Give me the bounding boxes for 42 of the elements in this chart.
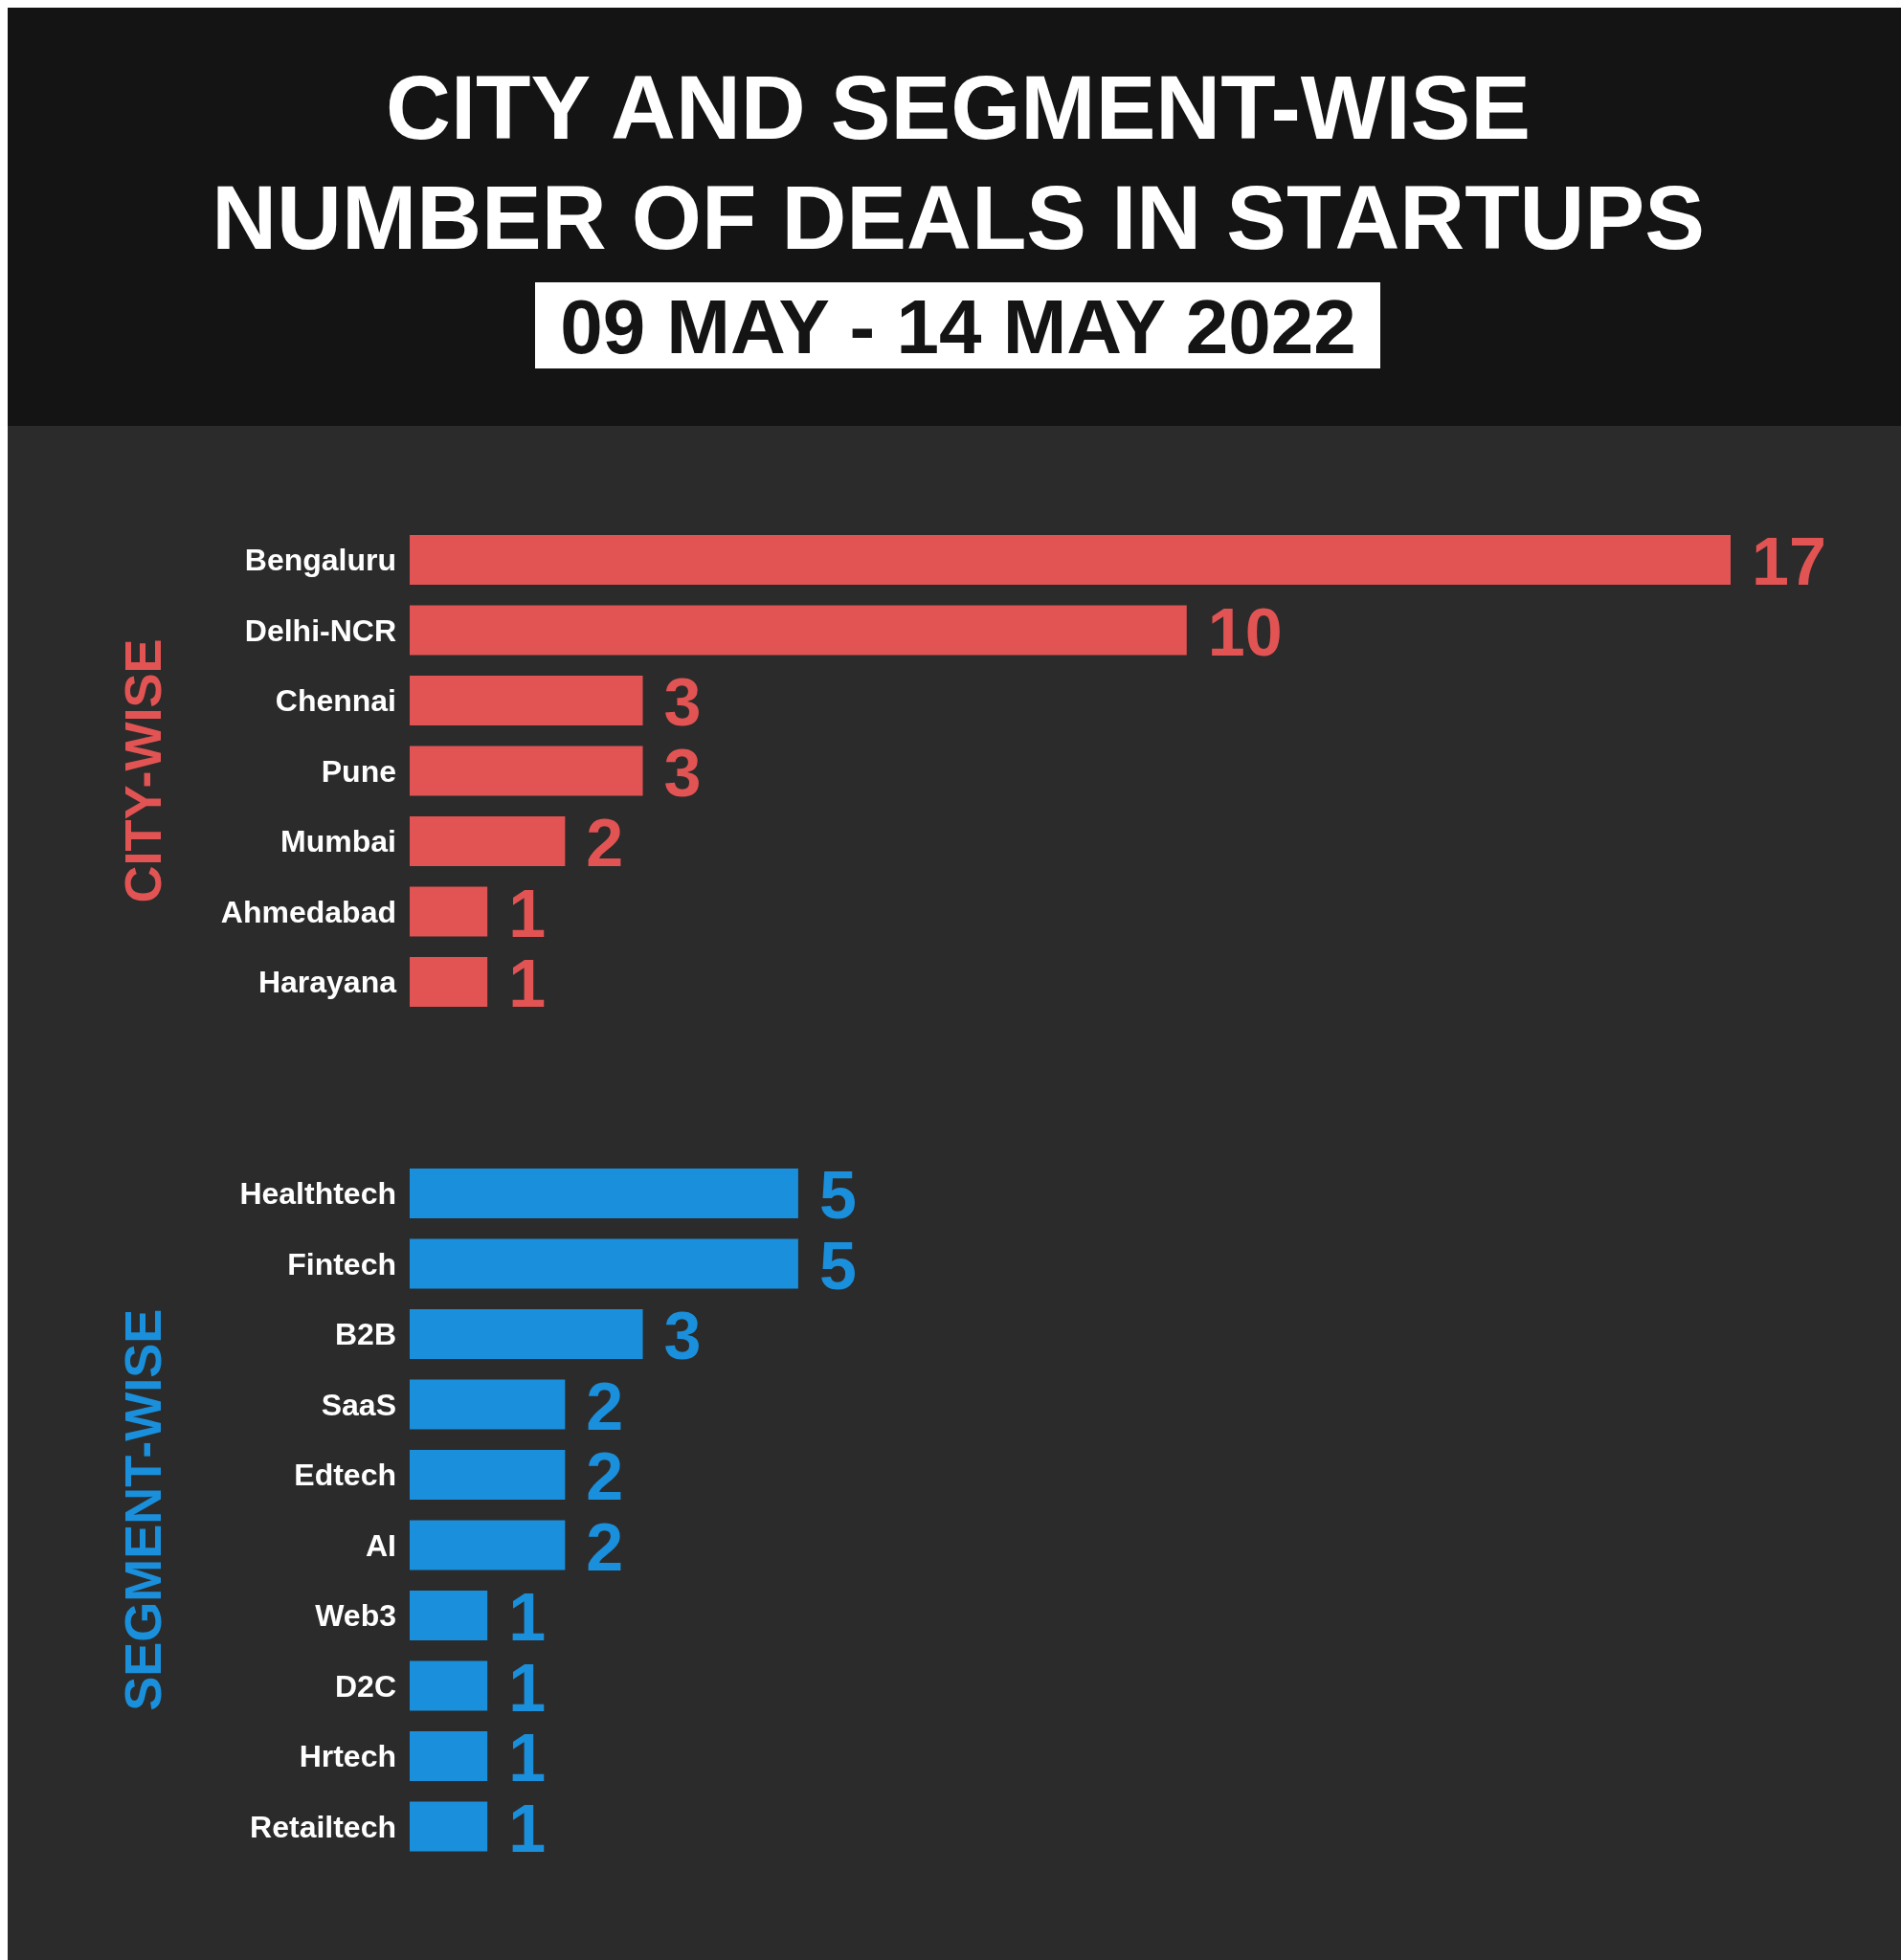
bar	[410, 605, 1187, 656]
data-label: 3	[663, 1299, 702, 1373]
bar	[410, 1660, 488, 1711]
y-tick-label: AI	[366, 1527, 396, 1563]
chart-subtitle: 09 MAY - 14 MAY 2022	[560, 284, 1356, 369]
y-axis-title: CITY-WISE	[114, 638, 171, 903]
y-tick-label: Chennai	[275, 683, 396, 718]
y-tick-label: Web3	[315, 1598, 396, 1633]
bar	[410, 1450, 566, 1500]
bar	[410, 535, 1731, 585]
y-tick-label: B2B	[334, 1317, 396, 1351]
y-axis-title: SEGMENT-WISE	[114, 1308, 171, 1711]
y-tick-label: Fintech	[287, 1246, 396, 1281]
bar	[410, 1379, 566, 1430]
y-tick-label: Healthtech	[239, 1176, 396, 1211]
y-tick-label: Bengaluru	[244, 543, 396, 577]
bar	[410, 746, 643, 796]
bar	[410, 957, 488, 1007]
y-tick-label: Retailtech	[250, 1809, 396, 1844]
bar	[410, 1169, 798, 1218]
y-tick-label: Pune	[321, 753, 396, 789]
bar	[410, 1238, 798, 1289]
y-tick-label: Mumbai	[280, 824, 396, 858]
y-tick-label: Ahmedabad	[220, 894, 396, 929]
y-tick-label: Edtech	[294, 1458, 396, 1492]
data-label: 2	[586, 806, 624, 880]
bar	[410, 676, 643, 725]
bar	[410, 886, 488, 937]
bar	[410, 1309, 643, 1359]
data-label: 17	[1752, 524, 1826, 599]
bar	[410, 816, 566, 866]
data-label: 10	[1207, 594, 1283, 670]
bar	[410, 1801, 488, 1852]
y-tick-label: SaaS	[321, 1387, 396, 1422]
bar	[410, 1520, 566, 1570]
y-tick-label: D2C	[334, 1668, 396, 1704]
y-tick-label: Hrtech	[299, 1739, 396, 1773]
y-tick-label: Delhi-NCR	[244, 612, 396, 648]
y-tick-label: Harayana	[257, 965, 397, 999]
chart-title: CITY AND SEGMENT-WISE NUMBER OF DEALS IN STARTUPS	[212, 57, 1705, 268]
bar	[410, 1731, 488, 1781]
bar	[410, 1591, 488, 1640]
